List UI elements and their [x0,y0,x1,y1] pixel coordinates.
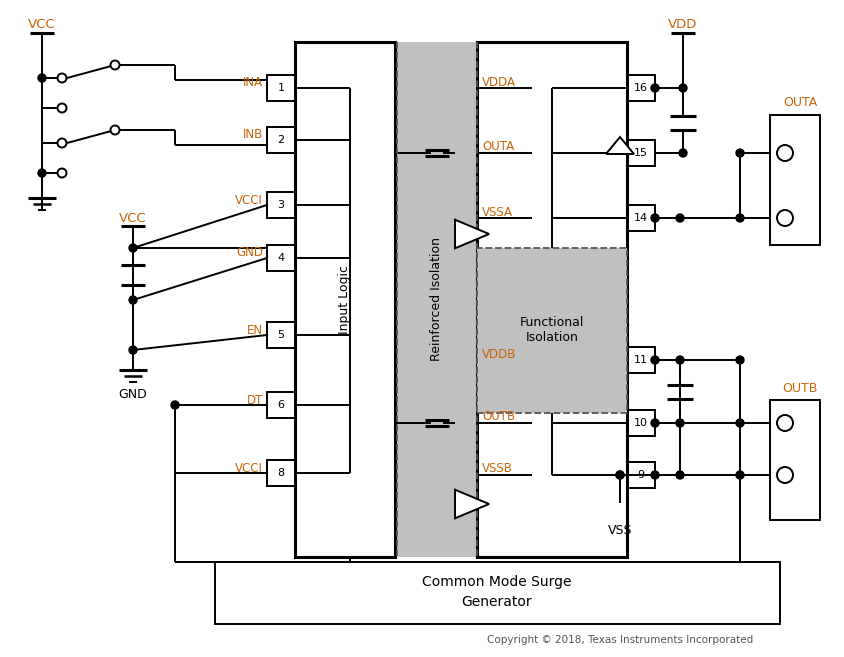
Circle shape [675,419,683,427]
Text: GND: GND [118,388,147,401]
Circle shape [38,169,46,177]
Circle shape [129,244,137,252]
Text: Reinforced Isolation: Reinforced Isolation [430,237,443,361]
Circle shape [675,471,683,479]
Text: 3: 3 [277,200,284,210]
Circle shape [111,125,119,135]
Circle shape [111,60,119,70]
Bar [626,140,654,166]
Circle shape [776,210,792,226]
Text: 2: 2 [277,135,284,145]
Circle shape [650,356,658,364]
Text: GND: GND [235,246,262,260]
Circle shape [679,149,686,157]
Text: 8: 8 [277,468,284,478]
Circle shape [615,471,623,479]
Circle shape [170,401,179,409]
Text: VCCI: VCCI [235,194,262,206]
Circle shape [776,467,792,483]
Polygon shape [605,137,633,154]
Text: 10: 10 [633,418,647,428]
Circle shape [679,84,686,92]
Polygon shape [454,489,489,518]
Text: VDDA: VDDA [481,76,516,89]
Circle shape [615,471,623,479]
Circle shape [776,145,792,161]
Text: VCC: VCC [119,212,147,225]
Bar [267,245,295,271]
Bar [267,75,295,101]
Bar [267,392,295,418]
Circle shape [57,139,67,148]
Text: Generator: Generator [461,595,532,609]
Circle shape [735,149,743,157]
Bar [769,400,819,520]
Circle shape [650,84,658,92]
Text: EN: EN [246,323,262,336]
Text: 11: 11 [633,355,647,365]
Text: OUTA: OUTA [481,141,513,154]
Circle shape [57,168,67,177]
Text: VSS: VSS [607,524,631,537]
Bar [769,115,819,245]
Circle shape [650,471,658,479]
Circle shape [129,296,137,304]
Text: Common Mode Surge: Common Mode Surge [422,575,571,589]
Text: VSSB: VSSB [481,463,512,476]
Text: VDD: VDD [668,18,697,32]
Bar [626,75,654,101]
Text: DT: DT [246,394,262,407]
Bar [214,562,779,624]
Text: 4: 4 [277,253,284,263]
Text: 14: 14 [633,213,647,223]
Text: INB: INB [242,129,262,141]
Bar [295,42,394,557]
Text: VCC: VCC [28,18,56,32]
Bar [397,42,476,557]
Bar [626,410,654,436]
Bar [626,462,654,488]
Bar [267,322,295,348]
Circle shape [675,214,683,222]
Bar [476,248,626,413]
Text: VSSA: VSSA [481,206,512,219]
Text: OUTA: OUTA [782,97,816,110]
Bar [267,192,295,218]
Text: INA: INA [242,76,262,89]
Circle shape [735,356,743,364]
Text: 5: 5 [277,330,284,340]
Circle shape [57,74,67,83]
Circle shape [38,74,46,82]
Circle shape [650,419,658,427]
Circle shape [776,415,792,431]
Bar [267,460,295,486]
Polygon shape [454,219,489,248]
Text: 16: 16 [633,83,647,93]
Circle shape [735,419,743,427]
Bar [626,205,654,231]
Text: 1: 1 [277,83,284,93]
Text: 9: 9 [636,470,644,480]
Text: VCCI: VCCI [235,461,262,474]
Text: Copyright © 2018, Texas Instruments Incorporated: Copyright © 2018, Texas Instruments Inco… [486,635,752,645]
Text: 15: 15 [633,148,647,158]
Text: 6: 6 [277,400,284,410]
Circle shape [735,214,743,222]
Circle shape [129,346,137,354]
Text: OUTB: OUTB [481,411,515,424]
Bar [626,347,654,373]
Bar [267,127,295,153]
Text: OUTB: OUTB [782,382,817,394]
Text: Input Logic: Input Logic [338,265,351,334]
Bar [476,42,626,557]
Circle shape [57,104,67,112]
Circle shape [650,214,658,222]
Circle shape [675,356,683,364]
Text: Functional
Isolation: Functional Isolation [519,316,583,344]
Circle shape [735,471,743,479]
Text: VDDB: VDDB [481,348,516,361]
